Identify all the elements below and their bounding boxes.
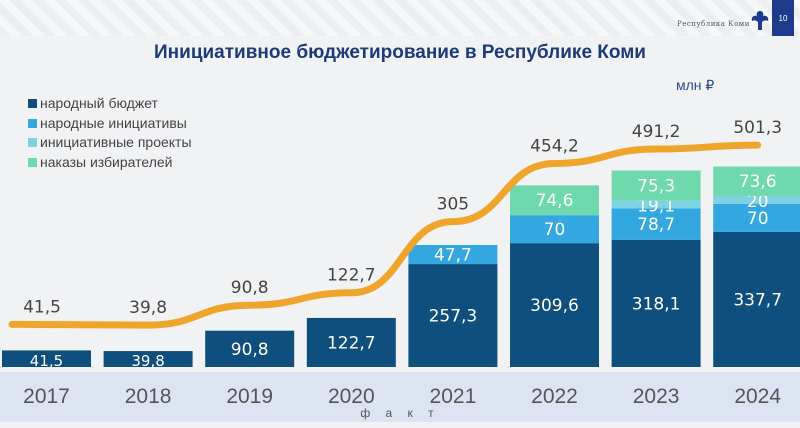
legend-label: инициативные проекты — [40, 134, 192, 150]
bar-segment — [713, 231, 800, 367]
emblem-icon — [751, 11, 769, 30]
legend-label: народный бюджет — [40, 95, 158, 111]
x-tick-label: 2021 — [430, 385, 477, 408]
bar-segment — [2, 350, 91, 367]
legend-label: народные инициативы — [40, 114, 187, 131]
x-tick-label: 2017 — [23, 385, 70, 408]
data-label: 337,7 — [733, 290, 782, 310]
legend-item: народный бюджет — [28, 94, 192, 114]
total-label: 491,2 — [632, 122, 681, 142]
decorative-ornament-band — [0, 0, 800, 36]
x-tick-label: 2020 — [328, 385, 375, 408]
data-label: 257,3 — [429, 307, 478, 327]
legend-swatch — [28, 157, 37, 167]
x-tick-label: 2019 — [226, 385, 273, 408]
page-number: 10 — [772, 0, 794, 36]
data-label: 41,5 — [30, 352, 63, 370]
total-label: 501,3 — [733, 118, 782, 138]
data-label: 74,6 — [536, 191, 574, 211]
data-label: 47,7 — [434, 246, 472, 266]
legend-item: инициативные проекты — [28, 133, 192, 153]
total-line — [8, 141, 762, 329]
data-label: 70 — [747, 209, 769, 229]
data-label: 78,7 — [637, 215, 675, 235]
x-tick-label: 2018 — [125, 385, 172, 408]
data-label: 73,6 — [739, 172, 777, 192]
data-label: 122,7 — [327, 333, 376, 353]
total-label: 41,5 — [23, 297, 61, 317]
bar-segment — [510, 215, 599, 244]
x-axis-band — [0, 372, 800, 422]
bar-segment — [510, 185, 599, 216]
legend: народный бюджет народные инициативы иниц… — [28, 94, 192, 172]
x-tick-label: 2023 — [633, 385, 680, 408]
brand-text: Республика Коми — [677, 20, 750, 28]
data-label: 90,8 — [231, 340, 269, 360]
total-label: 305 — [437, 195, 469, 215]
unit-label: млн ₽ — [676, 77, 715, 93]
legend-swatch — [28, 118, 37, 128]
bar-segment — [306, 317, 396, 367]
legend-label: наказы избирателей — [40, 153, 173, 170]
chart-title: Инициативное бюджетирование в Республике… — [154, 42, 646, 63]
legend-swatch — [28, 138, 37, 148]
data-label: 318,1 — [632, 294, 681, 314]
x-tick-label: 2024 — [734, 385, 781, 408]
bar-segment — [611, 208, 701, 240]
bar-segment — [205, 330, 295, 367]
total-label: 454,2 — [530, 136, 579, 156]
bar-segment — [611, 239, 701, 367]
legend-swatch — [28, 99, 37, 109]
total-label: 122,7 — [327, 266, 376, 286]
bar-segment — [103, 351, 193, 367]
x-tick-label: 2022 — [531, 385, 578, 408]
bar-segment — [611, 200, 701, 209]
bar-segment — [408, 264, 498, 367]
bar-segment — [611, 170, 701, 201]
bar-segment — [510, 243, 599, 367]
data-label: 70 — [544, 220, 566, 240]
data-label: 75,3 — [637, 177, 675, 197]
bar-segment — [713, 203, 800, 232]
data-label: 20 — [747, 192, 769, 212]
legend-item: наказы избирателей — [28, 153, 192, 173]
data-label: 19,1 — [637, 196, 675, 216]
total-label: 90,8 — [231, 278, 269, 298]
bar-segment — [408, 245, 498, 265]
total-label: 39,8 — [129, 298, 167, 318]
data-label: 309,6 — [530, 296, 579, 316]
bar-segment — [713, 166, 800, 196]
x-axis-label: ф а к т — [360, 406, 439, 420]
data-label: 39,8 — [131, 352, 164, 370]
bar-segment — [713, 195, 800, 204]
legend-item: народные инициативы — [28, 114, 192, 134]
